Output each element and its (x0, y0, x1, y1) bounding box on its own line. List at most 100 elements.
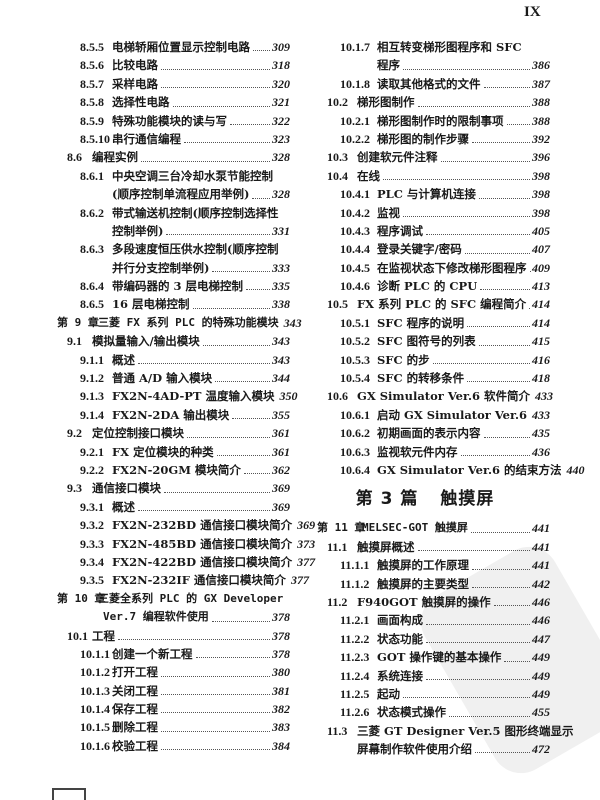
toc-entry[interactable]: 10.1 工程 378 (50, 627, 290, 645)
toc-entry[interactable]: 10.4.5 在监视状态下修改梯形图程序 409 (300, 259, 550, 277)
toc-entry[interactable]: 11.2.4 系统连接 449 (300, 667, 550, 685)
entry-title: 初期画面的表示内容 (377, 426, 481, 441)
toc-entry[interactable]: 10.5.3 SFC 的步 416 (300, 351, 550, 369)
toc-entry[interactable]: 9.2.1 FX 定位模块的种类 361 (50, 443, 290, 461)
dot-leader (202, 332, 270, 346)
entry-number: 9.3.3 (80, 536, 104, 551)
toc-entry[interactable]: 10.4.2 监视 398 (300, 204, 550, 222)
entry-page: 388 (532, 95, 550, 110)
toc-entry[interactable]: 10.1.5 删除工程 383 (50, 718, 290, 736)
toc-entry[interactable]: 8.5.5 电梯轿厢位置显示控制电路 309 (50, 38, 290, 56)
entry-number: 8.6.3 (80, 242, 104, 257)
toc-line: 11.2.1 画面构成 446 (300, 611, 550, 629)
toc-entry[interactable]: 8.5.8 选择性电路 321 (50, 93, 290, 111)
toc-entry[interactable]: 10.2 梯形图制作 388 (300, 93, 550, 111)
toc-entry[interactable]: 10.5.2 SFC 图符号的列表 415 (300, 332, 550, 350)
toc-entry[interactable]: 11.2.3 GOT 操作键的基本操作 449 (300, 648, 550, 666)
toc-line: 10.1.4 保存工程 382 (50, 700, 290, 718)
toc-entry[interactable]: 8.6.5 16 层电梯控制 338 (50, 295, 290, 313)
toc-entry[interactable]: 8.5.7 采样电路 320 (50, 75, 290, 93)
toc-entry[interactable]: 11.2.6 状态模式操作 455 (300, 703, 550, 721)
toc-entry[interactable]: 10.3 创建软元件注释 396 (300, 148, 550, 166)
toc-entry[interactable]: 8.6.2 带式输送机控制(顺序控制选择性 控制举例) 331 (50, 204, 290, 241)
toc-line: 10.4.1 PLC 与计算机连接 398 (300, 185, 550, 203)
toc-entry[interactable]: 11.2.2 状态功能 447 (300, 630, 550, 648)
entry-title-row: 梯形图制作 388 (357, 93, 550, 111)
toc-entry[interactable]: 10.5.4 SFC 的转移条件 418 (300, 369, 550, 387)
toc-chapter[interactable]: 第 11 章 MELSEC-GOT 触摸屏 441 (300, 519, 550, 537)
toc-entry[interactable]: 11.1.1 触摸屏的工作原理 441 (300, 556, 550, 574)
toc-entry[interactable]: 9.3.1 概述 369 (50, 498, 290, 516)
toc-entry[interactable]: 9.2.2 FX2N-20GM 模块简介 362 (50, 461, 290, 479)
toc-entry[interactable]: 8.6.1 中央空调三台冷却水泵节能控制 (顺序控制单流程应用举例) 328 (50, 167, 290, 204)
entry-title: 三菱全系列 PLC 的 GX Developer (98, 591, 284, 605)
toc-line: 9.1.3 FX2N-4AD-PT 温度输入模块 350 (50, 387, 297, 405)
toc-entry[interactable]: 9.3.4 FX2N-422BD 通信接口模块简介 377 (50, 553, 315, 571)
toc-entry[interactable]: 10.1.7 相互转变梯形图程序和 SFC 程序 386 (300, 38, 550, 75)
toc-entry[interactable]: 10.6.2 初期画面的表示内容 435 (300, 424, 550, 442)
toc-entry[interactable]: 9.3.2 FX2N-232BD 通信接口模块简介 369 (50, 516, 315, 534)
toc-entry[interactable]: 10.1.1 创建一个新工程 378 (50, 645, 290, 663)
dot-leader (470, 519, 530, 533)
toc-entry[interactable]: 9.3 通信接口模块 369 (50, 479, 290, 497)
toc-entry[interactable]: 11.1.2 触摸屏的主要类型 442 (300, 575, 550, 593)
toc-entry[interactable]: 11.1 触摸屏概述 441 (300, 538, 550, 556)
toc-entry[interactable]: 10.4.3 程序调试 405 (300, 222, 550, 240)
entry-page: 446 (532, 613, 550, 628)
toc-entry[interactable]: 10.5.1 SFC 程序的说明 414 (300, 314, 550, 332)
entry-title-row: 三菱 GT Designer Ver.5 图形终端显示 (357, 722, 574, 740)
toc-entry[interactable]: 10.4.6 诊断 PLC 的 CPU 413 (300, 277, 550, 295)
toc-entry[interactable]: 8.6 编程实例 328 (50, 148, 290, 166)
toc-entry[interactable]: 10.1.8 读取其他格式的文件 387 (300, 75, 550, 93)
toc-entry[interactable]: 8.5.10 串行通信编程 323 (50, 130, 290, 148)
entry-title: 三菱 GT Designer Ver.5 图形终端显示 (357, 723, 574, 738)
toc-entry[interactable]: 10.1.3 关闭工程 381 (50, 682, 290, 700)
toc-entry[interactable]: 8.5.9 特殊功能模块的读与写 322 (50, 112, 290, 130)
toc-entry[interactable]: 9.1.1 概述 343 (50, 351, 290, 369)
toc-entry[interactable]: 9.1.4 FX2N-2DA 输出模块 355 (50, 406, 290, 424)
toc-line: 10.4.2 监视 398 (300, 204, 550, 222)
toc-entry[interactable]: 9.3.3 FX2N-485BD 通信接口模块简介 373 (50, 535, 315, 553)
entry-number: 10.2.1 (340, 113, 370, 128)
toc-chapter[interactable]: 第 9 章三菱 FX 系列 PLC 的特殊功能模块 343 (50, 314, 302, 332)
entry-title: 创建一个新工程 (112, 646, 193, 661)
toc-entry[interactable]: 11.3 三菱 GT Designer Ver.5 图形终端显示 屏幕制作软件使用介… (300, 722, 574, 759)
toc-entry[interactable]: 10.6.4 GX Simulator Ver.6 的结束方法 440 (300, 461, 585, 479)
toc-entry[interactable]: 9.1 模拟量输入/输出模块 343 (50, 332, 290, 350)
entry-title-continued: Ver.7 编程软件使用 (103, 610, 209, 624)
entry-title: 读取其他格式的文件 (377, 76, 481, 91)
toc-entry[interactable]: 8.5.6 比较电路 318 (50, 56, 290, 74)
toc-entry[interactable]: 10.4.4 登录关键字/密码 407 (300, 240, 550, 258)
toc-entry[interactable]: 10.6.3 监视软元件内存 436 (300, 443, 550, 461)
toc-line: 10.1.5 删除工程 383 (50, 718, 290, 736)
toc-entry[interactable]: 9.1.2 普通 A/D 输入模块 344 (50, 369, 290, 387)
toc-chapter[interactable]: 第 10 章三菱全系列 PLC 的 GX Developer Ver.7 编程软件… (50, 590, 290, 627)
toc-entry[interactable]: 10.2.1 梯形图制作时的限制事项 388 (300, 112, 550, 130)
toc-entry[interactable]: 10.6.1 启动 GX Simulator Ver.6 433 (300, 406, 550, 424)
toc-entry[interactable]: 10.5 FX 系列 PLC 的 SFC 编程简介 414 (300, 295, 550, 313)
toc-line: 9.2.2 FX2N-20GM 模块简介 362 (50, 461, 290, 479)
dot-leader (161, 718, 270, 732)
toc-entry[interactable]: 11.2.5 起动 449 (300, 685, 550, 703)
toc-entry[interactable]: 9.3.5 FX2N-232IF 通信接口模块简介 377 (50, 571, 309, 589)
entry-page: 413 (532, 279, 550, 294)
toc-entry[interactable]: 9.1.3 FX2N-4AD-PT 温度输入模块 350 (50, 387, 297, 405)
toc-entry[interactable]: 8.6.4 带编码器的 3 层电梯控制 335 (50, 277, 290, 295)
entry-page: 441 (532, 539, 550, 554)
entry-page: 318 (272, 58, 290, 73)
toc-entry[interactable]: 11.2.1 画面构成 446 (300, 611, 550, 629)
toc-entry[interactable]: 10.6 GX Simulator Ver.6 软件简介 433 (300, 387, 553, 405)
toc-entry[interactable]: 10.4.1 PLC 与计算机连接 398 (300, 185, 550, 203)
toc-entry[interactable]: 10.1.2 打开工程 380 (50, 663, 290, 681)
toc-entry[interactable]: 10.1.4 保存工程 382 (50, 700, 290, 718)
toc-entry[interactable]: 10.1.6 校验工程 384 (50, 737, 290, 755)
toc-entry[interactable]: 10.4 在线 398 (300, 167, 550, 185)
dot-leader (138, 351, 270, 365)
toc-entry[interactable]: 10.2.2 梯形图的制作步骤 392 (300, 130, 550, 148)
toc-line: 8.5.7 采样电路 320 (50, 75, 290, 93)
entry-title: 状态功能 (377, 631, 423, 646)
toc-entry[interactable]: 11.2 F940GOT 触摸屏的操作 446 (300, 593, 550, 611)
entry-title: 保存工程 (112, 702, 158, 717)
toc-entry[interactable]: 9.2 定位控制接口模块 361 (50, 424, 290, 442)
toc-entry[interactable]: 8.6.3 多段速度恒压供水控制(顺序控制 并行分支控制举例) 333 (50, 240, 290, 277)
